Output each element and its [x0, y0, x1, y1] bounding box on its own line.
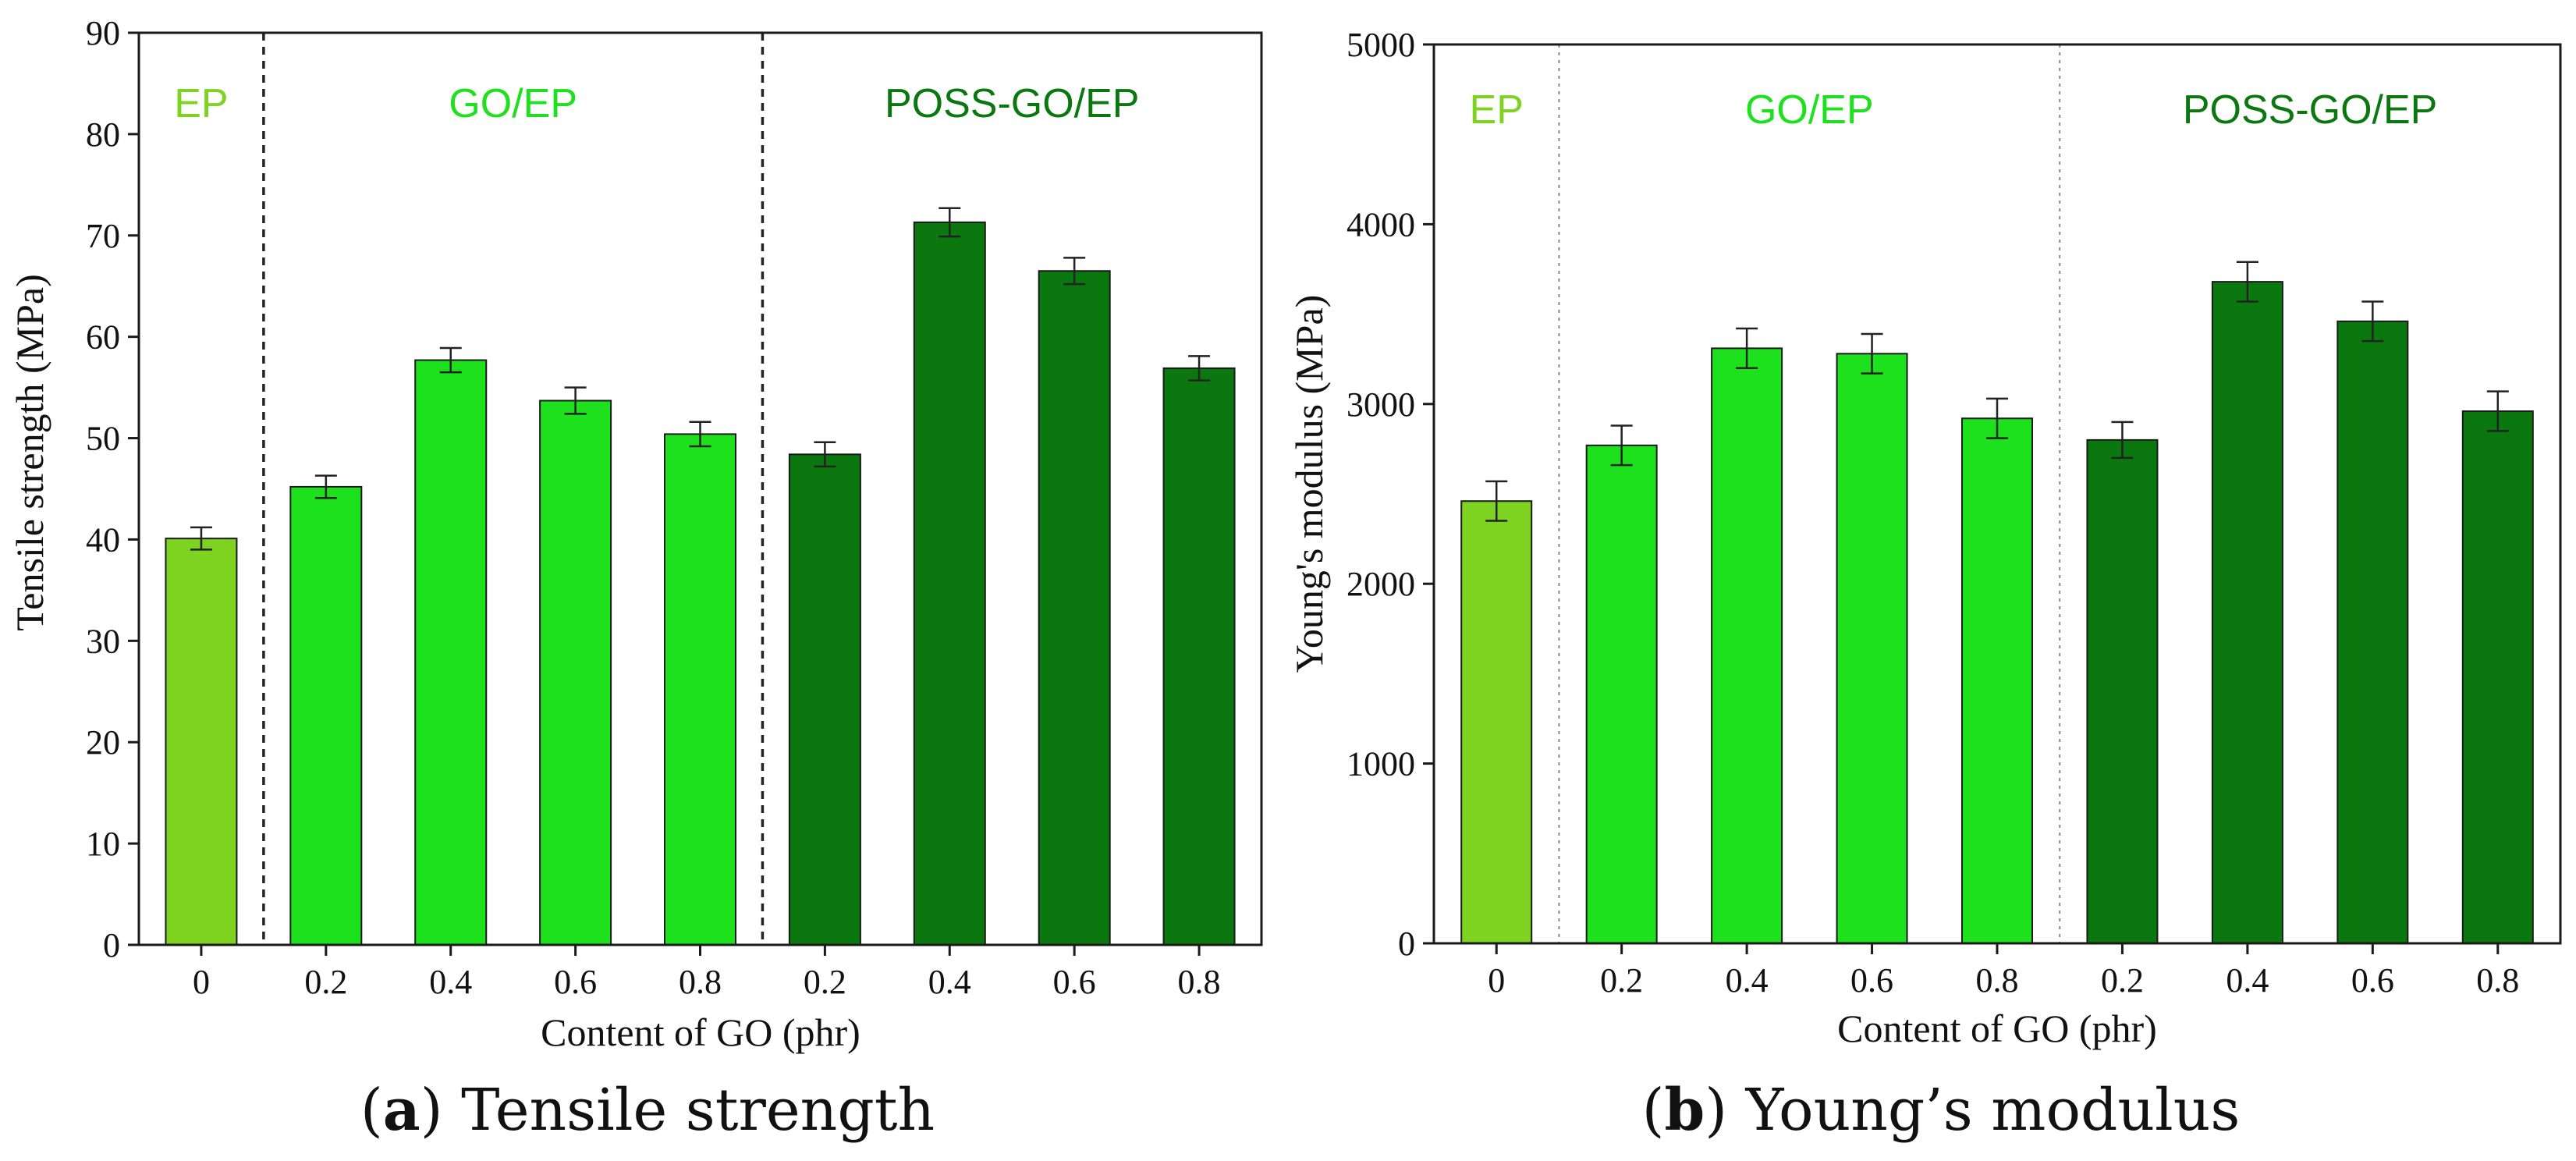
panel-b-error-bar-9	[2486, 390, 2509, 432]
panel-b-x-tick-label-2: 0.4	[1726, 961, 1769, 999]
panel-b-x-tick-label-8: 0.8	[2476, 961, 2519, 999]
panel-b-group-label-1: EP	[1470, 87, 1524, 133]
panel-b-error-bar-7	[2236, 261, 2258, 303]
panel-a-y-tick-label-1: 10	[86, 825, 120, 863]
panel-b-x-tick-label-4: 0.8	[1976, 961, 2019, 999]
panel-a-x-tick-label-7: 0.6	[1053, 963, 1096, 1001]
panel-a-bar-2	[289, 485, 363, 946]
panel-b-y-axis-title: Young's modulus (MPa)	[1287, 295, 1331, 673]
panel-a-group-label-1: EP	[174, 81, 228, 126]
panel-b-x-tick-label-7: 0.6	[2351, 961, 2394, 999]
panel-a-bar-9	[1162, 367, 1236, 946]
panel-b-bar-4	[1836, 353, 1908, 944]
panel-a-x-tick-label-0: 0	[193, 963, 210, 1001]
panel-a-group-label-2: GO/EP	[449, 81, 577, 126]
panel-b-x-tick-label-6: 0.4	[2226, 961, 2269, 999]
panel-b-bar-3	[1711, 347, 1783, 945]
panel-a-error-bar-9	[1188, 355, 1211, 382]
panel-a-x-tick-label-3: 0.6	[554, 963, 597, 1001]
panel-a-y-tick-label-9: 90	[86, 14, 120, 52]
panel-b-group-label-2: GO/EP	[1745, 87, 1874, 133]
panel-b-y-tick-label-5: 5000	[1347, 26, 1415, 64]
panel-a-x-tick-label-6: 0.4	[928, 963, 971, 1001]
panel-a-y-tick-label-6: 60	[86, 318, 120, 357]
panel-a-y-tick-label-3: 30	[86, 622, 120, 660]
panel-b-error-bar-4	[1861, 332, 1883, 375]
panel-a-y-tick-label-5: 50	[86, 420, 120, 458]
panel-a-group-label-3: POSS-GO/EP	[885, 81, 1140, 126]
panel-a-error-bar-6	[814, 441, 836, 468]
panel-b-y-tick-label-2: 2000	[1347, 565, 1415, 603]
panel-a-error-bar-8	[1063, 257, 1086, 286]
panel-b-x-tick-label-1: 0.2	[1600, 961, 1643, 999]
panel-a-error-bar-2	[314, 474, 337, 499]
panel-b-caption: (b) Young’s modulus	[1642, 1077, 2241, 1144]
panel-b-y-tick-label-4: 4000	[1347, 205, 1415, 243]
panel-a-bar-4	[539, 399, 612, 946]
panel-a-bar-6	[788, 453, 861, 946]
panel-b-y-tick-label-3: 3000	[1347, 385, 1415, 424]
panel-b-y-tick-label-0: 0	[1398, 925, 1415, 963]
panel-a-y-tick-label-0: 0	[103, 926, 120, 964]
panel-a-error-bar-5	[689, 421, 711, 448]
panel-a-bar-7	[913, 221, 986, 946]
panel-b-error-bar-6	[2111, 421, 2134, 460]
panel-b-bar-5	[1961, 417, 2033, 944]
panel-b-group-label-3: POSS-GO/EP	[2183, 87, 2438, 133]
panel-a-caption: (a) Tensile strength	[360, 1077, 935, 1144]
panel-b-error-bar-3	[1736, 327, 1758, 369]
panel-a-error-bar-4	[564, 386, 587, 415]
panel-a-error-bar-1	[190, 526, 212, 551]
panel-a-y-tick-label-8: 80	[86, 115, 120, 154]
panel-b-x-tick-label-3: 0.6	[1850, 961, 1893, 999]
panel-b-y-tick-label-1: 1000	[1347, 745, 1415, 783]
panel-b-bar-1	[1460, 500, 1533, 944]
panel-a-error-bar-7	[939, 207, 961, 238]
panel-a-y-tick-label-7: 70	[86, 217, 120, 255]
panel-b-x-tick-label-0: 0	[1488, 961, 1505, 999]
panel-a-x-tick-label-1: 0.2	[304, 963, 347, 1001]
panel-b-error-bar-1	[1485, 480, 1508, 522]
panel-a-bar-3	[414, 359, 488, 946]
panel-b-error-bar-8	[2361, 300, 2384, 343]
panel-a-x-tick-label-4: 0.8	[679, 963, 722, 1001]
panel-a-x-tick-label-8: 0.8	[1178, 963, 1221, 1001]
panel-b-error-bar-2	[1610, 424, 1633, 467]
panel-b-bar-9	[2461, 410, 2534, 944]
panel-b-bar-7	[2211, 281, 2283, 944]
panel-a-tensile-strength: Tensile strength (MPa) Content of GO (ph…	[8, 14, 1263, 1144]
panel-a-x-tick-label-2: 0.4	[429, 963, 472, 1001]
panel-a-y-tick-label-2: 20	[86, 723, 120, 762]
panel-b-youngs-modulus: Young's modulus (MPa) Content of GO (phr…	[1287, 26, 2562, 1144]
panel-b-bar-8	[2336, 320, 2409, 945]
panel-a-error-bar-3	[439, 346, 462, 374]
panel-a-bar-1	[165, 538, 238, 946]
panel-a-y-tick-label-4: 40	[86, 520, 120, 559]
panel-a-x-axis-title: Content of GO (phr)	[541, 1010, 860, 1054]
panel-b-bar-2	[1585, 444, 1658, 944]
panel-a-bar-8	[1038, 270, 1111, 946]
panel-a-bar-5	[664, 433, 736, 946]
panel-a-x-tick-label-5: 0.2	[804, 963, 846, 1001]
panel-b-x-tick-label-5: 0.2	[2101, 961, 2144, 999]
panel-a-y-axis-title: Tensile strength (MPa)	[8, 274, 51, 631]
panel-b-bar-6	[2086, 438, 2159, 944]
panel-b-error-bar-5	[1986, 397, 2008, 439]
panel-b-x-axis-title: Content of GO (phr)	[1837, 1007, 2157, 1050]
